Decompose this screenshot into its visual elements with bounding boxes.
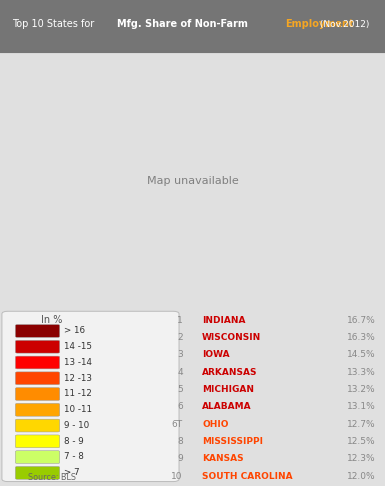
Text: 13.2%: 13.2% [346,385,375,394]
Text: 5: 5 [177,385,183,394]
Text: 11 -12: 11 -12 [64,389,91,399]
Text: 6: 6 [177,402,183,411]
Text: OHIO: OHIO [202,420,229,429]
Text: 12.7%: 12.7% [346,420,375,429]
Text: 3: 3 [177,350,183,359]
Text: In %: In % [41,315,63,325]
Text: 9 - 10: 9 - 10 [64,421,89,430]
Text: ALABAMA: ALABAMA [202,402,252,411]
Text: 2: 2 [177,333,183,342]
Text: 13 -14: 13 -14 [64,358,92,367]
Text: 14.5%: 14.5% [346,350,375,359]
Text: > 16: > 16 [64,326,85,335]
Text: 12.5%: 12.5% [346,437,375,446]
Text: 10: 10 [171,472,183,481]
Text: 6T: 6T [172,420,183,429]
Text: 12 -13: 12 -13 [64,374,92,382]
Text: 10 -11: 10 -11 [64,405,92,414]
FancyBboxPatch shape [15,435,60,448]
Text: 16.3%: 16.3% [346,333,375,342]
FancyBboxPatch shape [15,467,60,479]
FancyBboxPatch shape [15,388,60,400]
Text: Map unavailable: Map unavailable [147,176,238,186]
Text: 14 -15: 14 -15 [64,342,92,351]
Text: 16.7%: 16.7% [346,315,375,325]
FancyBboxPatch shape [15,356,60,369]
Text: 8 - 9: 8 - 9 [64,436,83,446]
Text: WISCONSIN: WISCONSIN [202,333,261,342]
Text: 13.1%: 13.1% [346,402,375,411]
Text: 12.0%: 12.0% [346,472,375,481]
Text: ARKANSAS: ARKANSAS [202,368,258,377]
FancyBboxPatch shape [15,403,60,416]
Text: SOUTH CAROLINA: SOUTH CAROLINA [202,472,293,481]
FancyBboxPatch shape [15,340,60,353]
Text: 1: 1 [177,315,183,325]
Text: KANSAS: KANSAS [202,454,244,463]
FancyBboxPatch shape [15,451,60,464]
FancyBboxPatch shape [15,419,60,432]
FancyBboxPatch shape [15,325,60,337]
Text: Top 10 States for: Top 10 States for [12,19,97,30]
FancyBboxPatch shape [15,372,60,384]
Text: > 7: > 7 [64,468,79,477]
Text: 12.3%: 12.3% [346,454,375,463]
Text: 7 - 8: 7 - 8 [64,452,84,461]
Text: 13.3%: 13.3% [346,368,375,377]
Text: (Nov.2012): (Nov.2012) [317,20,370,29]
Text: 4: 4 [177,368,183,377]
FancyBboxPatch shape [0,0,385,53]
Text: Source: BLS: Source: BLS [28,472,76,482]
Text: Employment: Employment [285,19,353,30]
Text: 9: 9 [177,454,183,463]
Text: MISSISSIPPI: MISSISSIPPI [202,437,263,446]
Text: IOWA: IOWA [202,350,230,359]
Text: MICHIGAN: MICHIGAN [202,385,254,394]
Text: Mfg. Share of Non-Farm: Mfg. Share of Non-Farm [117,19,252,30]
Text: 8: 8 [177,437,183,446]
Text: INDIANA: INDIANA [202,315,246,325]
FancyBboxPatch shape [2,311,179,482]
